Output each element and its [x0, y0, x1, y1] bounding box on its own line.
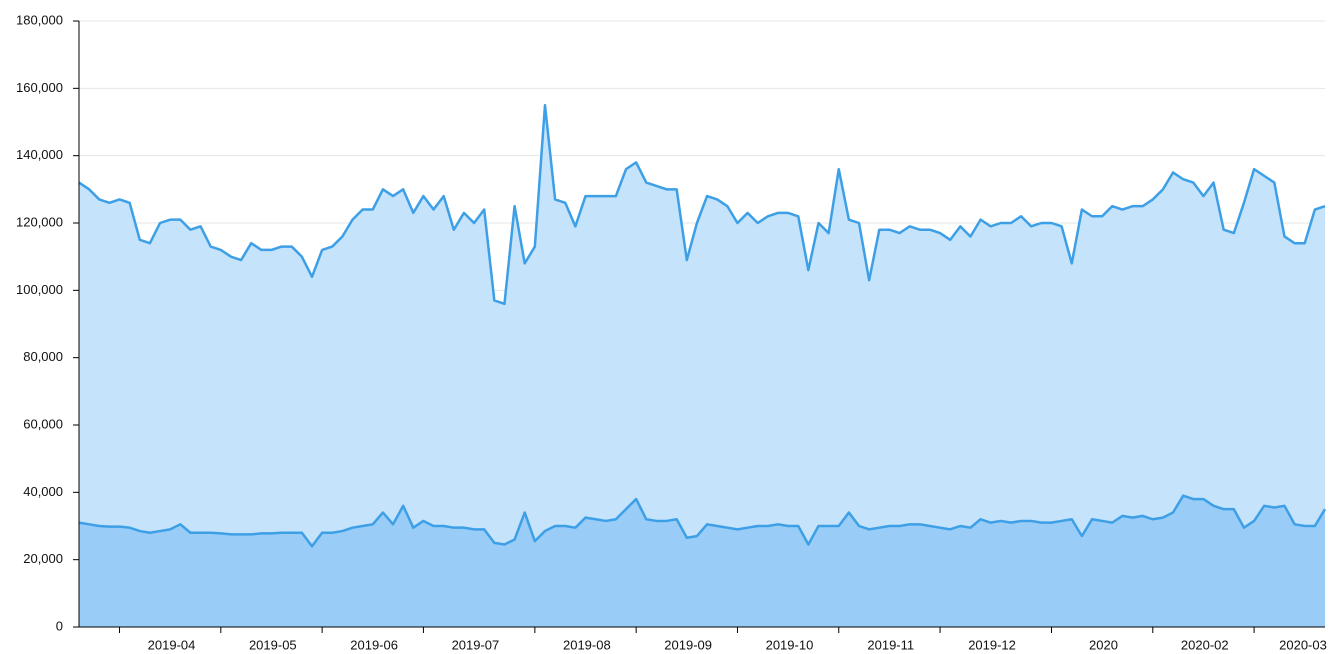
- x-tick-label: 2019-11: [867, 637, 914, 652]
- y-tick-label: 180,000: [16, 12, 63, 27]
- x-tick-label: 2019-10: [766, 637, 814, 652]
- y-tick-label: 60,000: [23, 416, 63, 431]
- y-tick-label: 20,000: [23, 551, 63, 566]
- y-tick-label: 0: [56, 618, 63, 633]
- y-tick-label: 160,000: [16, 80, 63, 95]
- x-tick-label: 2020-03: [1279, 637, 1327, 652]
- y-tick-label: 120,000: [16, 214, 63, 229]
- y-tick-label: 100,000: [16, 282, 63, 297]
- y-tick-label: 140,000: [16, 147, 63, 162]
- x-tick-label: 2019-04: [148, 637, 196, 652]
- y-tick-label: 80,000: [23, 349, 63, 364]
- x-tick-label: 2019-06: [350, 637, 398, 652]
- area-fill: [79, 105, 1325, 627]
- x-tick-label: 2019-08: [563, 637, 611, 652]
- x-tick-label: 2019-07: [452, 637, 500, 652]
- x-tick-label: 2020-02: [1181, 637, 1229, 652]
- x-tick-label: 2019-05: [249, 637, 297, 652]
- series-line: [78, 103, 1326, 306]
- area-fill: [79, 495, 1325, 627]
- x-tick-label: 2019-12: [968, 637, 1016, 652]
- y-tick-label: 40,000: [23, 484, 63, 499]
- x-tick-label: 2020: [1089, 637, 1118, 652]
- series-line: [78, 494, 1327, 548]
- x-tick-label: 2019-09: [664, 637, 712, 652]
